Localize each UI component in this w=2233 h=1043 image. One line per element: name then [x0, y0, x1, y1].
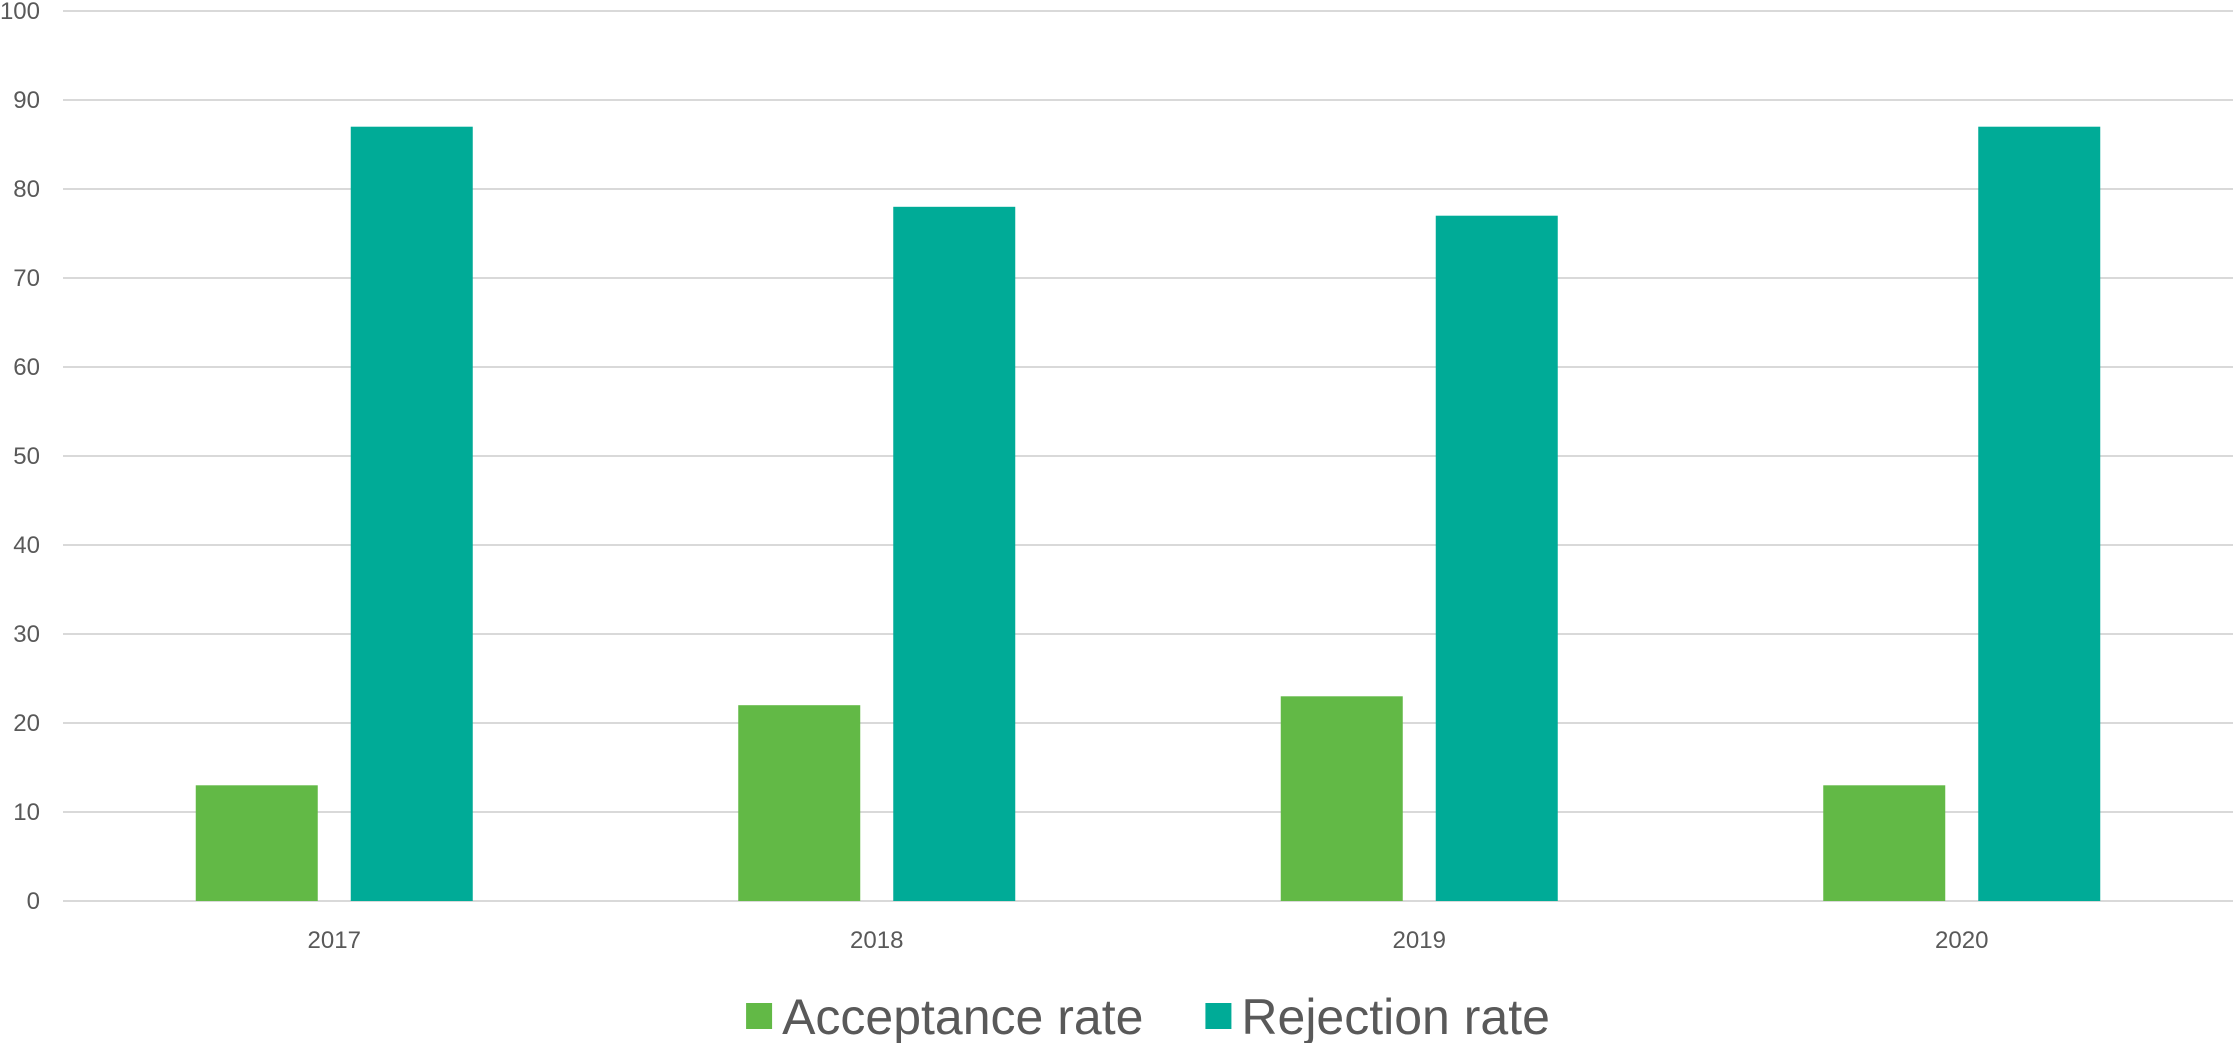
legend-label: Acceptance rate	[782, 989, 1143, 1043]
y-tick-label: 50	[13, 443, 40, 470]
x-tick-label: 2020	[1935, 927, 1988, 954]
legend-swatch-rejection-rate	[1205, 1003, 1232, 1029]
legend: Acceptance rate Rejection rate	[746, 989, 1550, 1043]
bars	[195, 126, 2101, 902]
bar-acceptance-rate-2020	[1823, 785, 1946, 901]
y-tick-label: 100	[0, 0, 40, 25]
legend-label: Rejection rate	[1241, 989, 1550, 1043]
bar-acceptance-rate-2019	[1280, 696, 1403, 901]
y-tick-label: 30	[13, 621, 40, 648]
x-tick-label: 2019	[1393, 927, 1446, 954]
y-tick-label: 40	[13, 532, 40, 559]
x-tick-label: 2017	[308, 927, 361, 954]
bar-acceptance-rate-2017	[195, 785, 318, 901]
bar-acceptance-rate-2018	[738, 705, 861, 901]
bar-rejection-rate-2017	[350, 126, 473, 901]
y-tick-label: 60	[13, 354, 40, 381]
legend-swatch-acceptance-rate	[746, 1003, 773, 1029]
y-tick-label: 80	[13, 176, 40, 203]
bar-rejection-rate-2018	[893, 206, 1016, 902]
y-tick-label: 20	[13, 710, 40, 737]
x-tick-label: 2018	[850, 927, 903, 954]
bar-rejection-rate-2020	[1978, 126, 2101, 901]
y-tick-label: 70	[13, 265, 40, 292]
y-tick-label: 10	[13, 799, 40, 826]
y-axis: 0 10 20 30 40 50 60 70 80 90 100	[0, 0, 40, 915]
y-tick-label: 0	[27, 888, 40, 915]
bar-rejection-rate-2019	[1435, 215, 1558, 901]
x-axis: 2017 2018 2019 2020	[308, 927, 1989, 954]
y-tick-label: 90	[13, 87, 40, 114]
